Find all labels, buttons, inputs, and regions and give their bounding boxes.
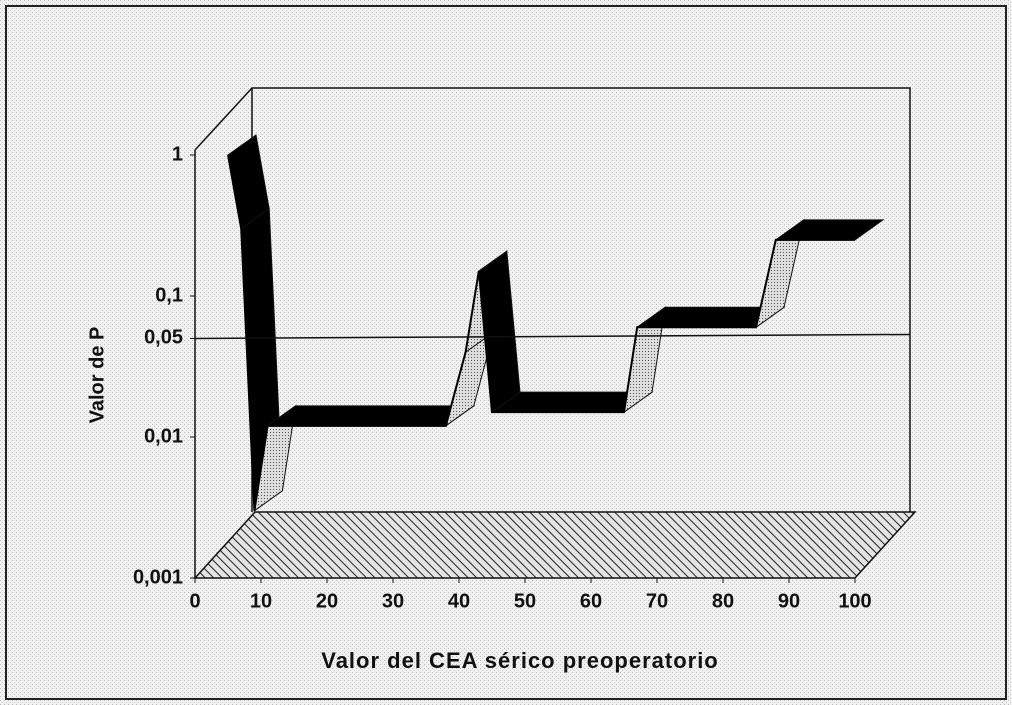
ribbon-segment bbox=[266, 405, 476, 427]
side-edge bbox=[194, 87, 253, 151]
x-tick-label: 100 bbox=[838, 590, 871, 612]
x-tick-label: 60 bbox=[580, 590, 602, 612]
y-tick-label: 0,05 bbox=[144, 327, 183, 349]
x-axis-label: Valor del CEA sérico preoperatorio bbox=[321, 648, 719, 673]
x-tick-label: 40 bbox=[448, 590, 470, 612]
x-tick-label: 80 bbox=[712, 590, 734, 612]
y-axis-label: Valor de P bbox=[86, 327, 108, 424]
x-tick-label: 90 bbox=[778, 590, 800, 612]
x-tick-label: 30 bbox=[382, 590, 404, 612]
reference-line bbox=[194, 333, 911, 340]
x-tick-label: 10 bbox=[250, 590, 272, 612]
frame bbox=[5, 5, 1007, 700]
y-tick-label: 1 bbox=[172, 143, 183, 165]
x-tick-label: 70 bbox=[646, 590, 668, 612]
y-tick-label: 0,01 bbox=[144, 425, 183, 447]
x-tick-label: 0 bbox=[189, 590, 200, 612]
series-line bbox=[227, 154, 855, 511]
x-tick-label: 20 bbox=[316, 590, 338, 612]
floor bbox=[193, 511, 917, 579]
y-tick-label: 0,001 bbox=[133, 566, 183, 588]
x-tick-label: 50 bbox=[514, 590, 536, 612]
y-tick-label: 0,1 bbox=[155, 284, 183, 306]
